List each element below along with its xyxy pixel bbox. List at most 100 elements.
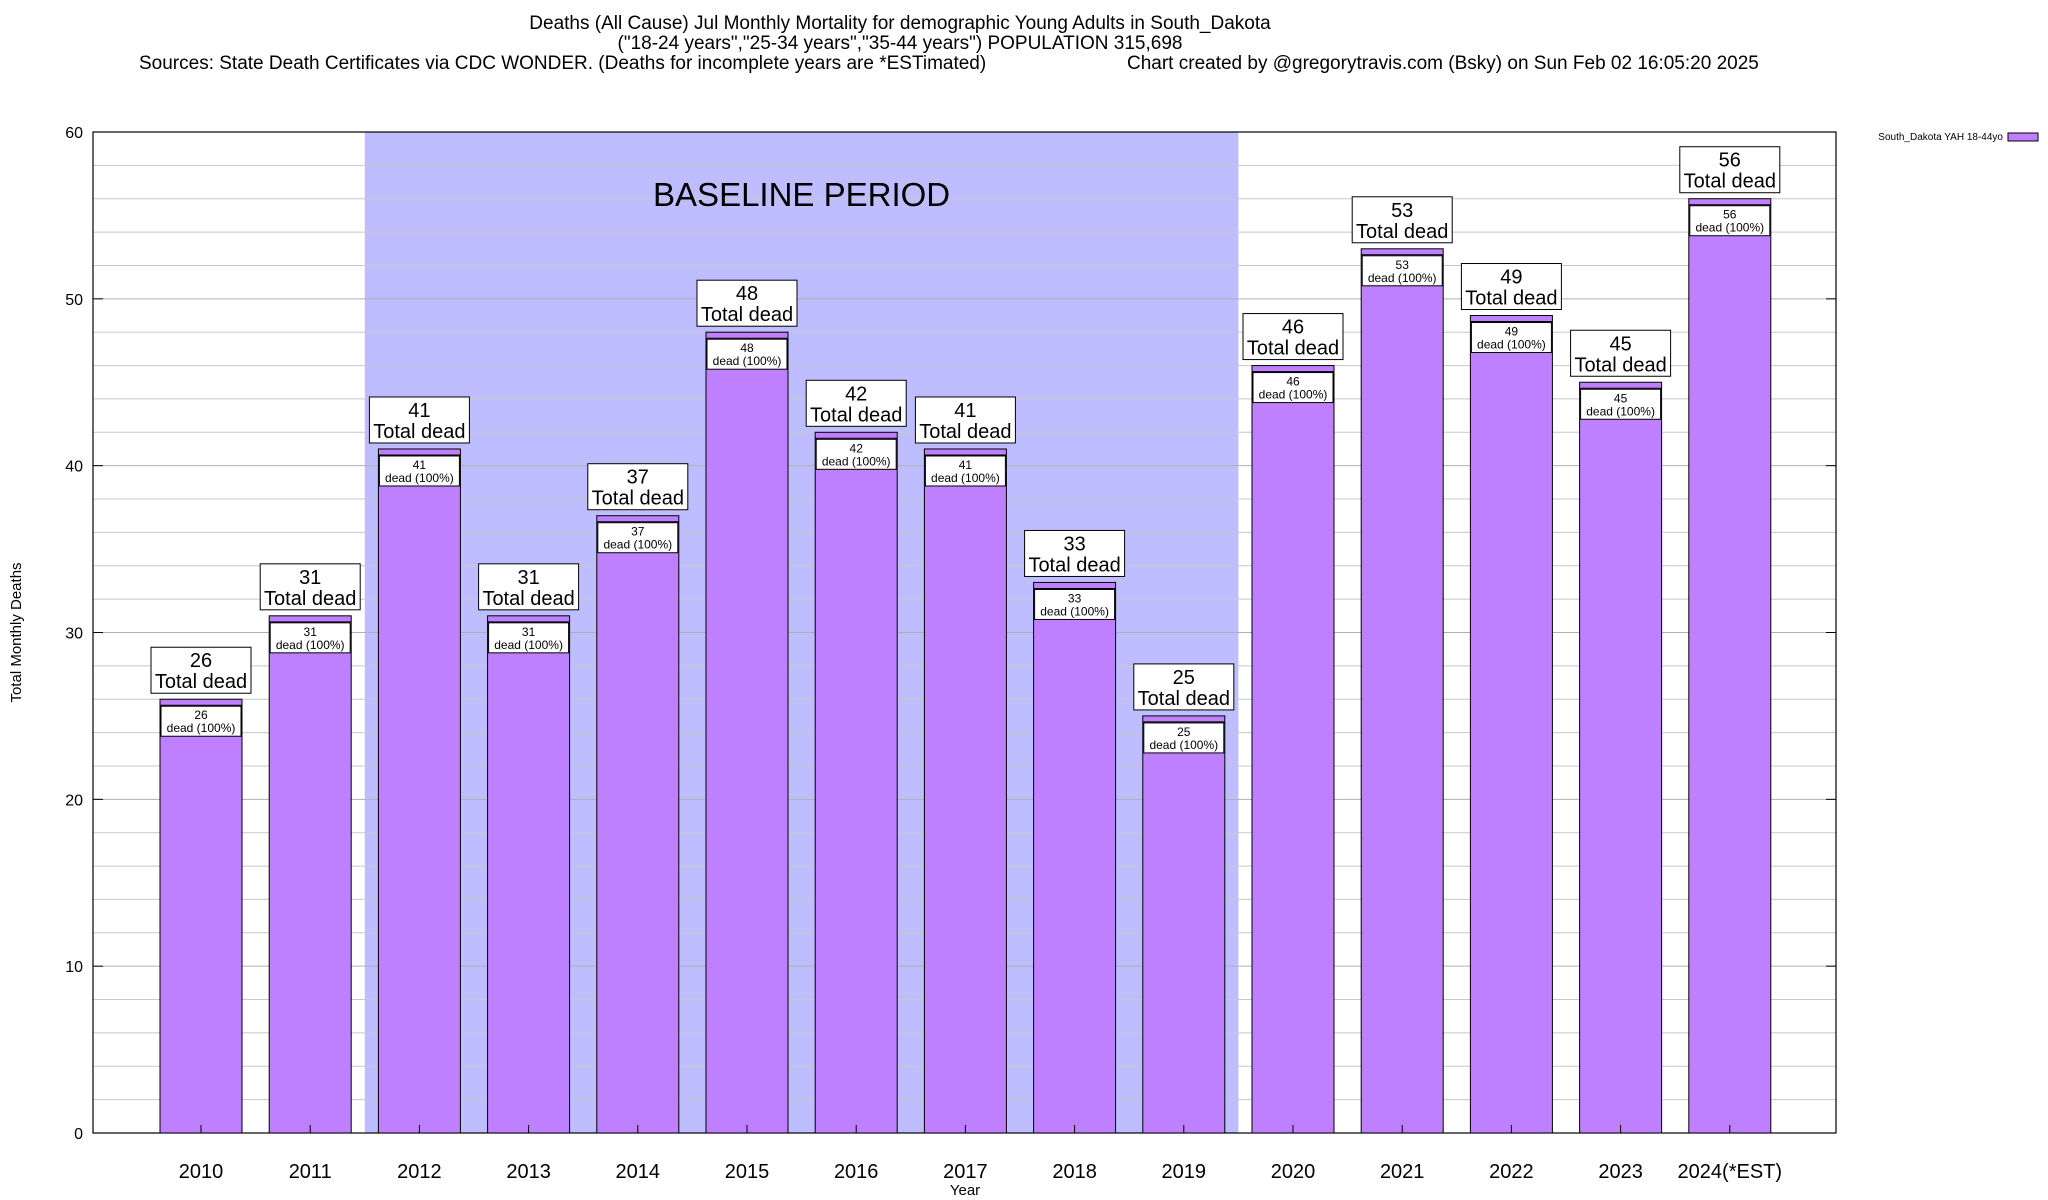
bar-2013	[487, 615, 571, 1134]
bar-2014	[596, 515, 680, 1134]
bar-2018	[1033, 581, 1117, 1134]
outer-label-box	[1460, 263, 1562, 311]
outer-label-box	[914, 396, 1016, 444]
inner-label-text: dead (100%)	[1149, 738, 1218, 752]
inner-label-box	[378, 455, 460, 487]
bar-2011	[268, 615, 352, 1134]
outer-label-box	[696, 279, 798, 327]
y-tick-label: 60	[65, 125, 83, 142]
data-label-value: 25	[1173, 667, 1195, 689]
inner-label-value: 25	[1177, 725, 1191, 739]
data-label-text: Total dead	[1684, 171, 1776, 193]
inner-label-box	[706, 338, 788, 370]
bar-2019	[1142, 715, 1226, 1134]
inner-label-box	[924, 455, 1006, 487]
bar-2020	[1251, 365, 1335, 1134]
bar-2023	[1579, 381, 1663, 1134]
inner-label-box	[1470, 322, 1552, 354]
x-axis-label: Year	[950, 1182, 980, 1199]
data-label-value: 53	[1391, 200, 1413, 222]
chart-title-line-2: ("18-24 years","25-34 years","35-44 year…	[617, 33, 1183, 54]
outer-label-box	[1351, 196, 1453, 244]
bar-2021	[1360, 248, 1444, 1134]
y-tick-label: 50	[65, 292, 83, 309]
y-tick-label: 30	[65, 626, 83, 643]
x-tick-label: 2015	[725, 1161, 770, 1183]
data-label-value: 45	[1609, 333, 1631, 355]
data-label-value: 56	[1719, 150, 1741, 172]
inner-label-box	[1143, 722, 1225, 754]
x-tick-label: 2013	[506, 1161, 551, 1183]
data-label-text: Total dead	[155, 671, 247, 693]
x-tick-label: 2021	[1380, 1161, 1425, 1183]
inner-label-value: 37	[631, 525, 645, 539]
inner-label-text: dead (100%)	[1368, 271, 1437, 285]
data-label-text: Total dead	[1356, 221, 1448, 243]
outer-label-box	[368, 396, 470, 444]
data-label-text: Total dead	[482, 588, 574, 610]
inner-label-box	[1361, 255, 1443, 287]
baseline-period-label: BASELINE PERIOD	[653, 176, 950, 213]
x-tick-label: 2010	[179, 1161, 224, 1183]
inner-label-text: dead (100%)	[1586, 404, 1655, 418]
inner-label-value: 41	[413, 458, 427, 472]
inner-label-box	[488, 622, 570, 654]
x-tick-label: 2011	[289, 1161, 332, 1183]
inner-label-text: dead (100%)	[1695, 221, 1764, 235]
data-label-value: 33	[1063, 533, 1085, 555]
outer-label-box	[1679, 146, 1781, 194]
inner-label-text: dead (100%)	[1259, 388, 1328, 402]
data-label-text: Total dead	[1138, 688, 1230, 710]
data-label-value: 46	[1282, 317, 1304, 339]
data-label-value: 49	[1500, 267, 1522, 289]
inner-label-text: dead (100%)	[167, 721, 236, 735]
chart-source-note: Sources: State Death Certificates via CD…	[139, 53, 987, 74]
y-tick-label: 20	[65, 792, 83, 809]
data-label-text: Total dead	[373, 421, 465, 443]
inner-label-value: 45	[1614, 391, 1628, 405]
outer-label-box	[1242, 313, 1344, 361]
bar-2016	[814, 431, 898, 1134]
x-tick-label: 2023	[1598, 1161, 1643, 1183]
inner-label-text: dead (100%)	[713, 354, 782, 368]
inner-label-value: 53	[1396, 258, 1410, 272]
data-label-text: Total dead	[701, 304, 793, 326]
data-label-value: 31	[517, 567, 539, 589]
data-label-value: 41	[408, 400, 430, 422]
inner-label-box	[1252, 372, 1334, 404]
inner-label-text: dead (100%)	[822, 454, 891, 468]
inner-label-value: 41	[959, 458, 973, 472]
outer-label-box	[478, 563, 580, 611]
outer-label-box	[587, 463, 689, 511]
inner-label-value: 31	[522, 625, 536, 639]
bar-2010	[159, 698, 243, 1134]
data-label-text: Total dead	[1574, 354, 1666, 376]
data-label-text: Total dead	[592, 488, 684, 510]
outer-label-box	[1570, 329, 1672, 377]
outer-label-box	[259, 563, 361, 611]
chart-title-line-1: Deaths (All Cause) Jul Monthly Mortality…	[529, 13, 1271, 34]
inner-label-box	[1689, 205, 1771, 237]
data-label-value: 41	[954, 400, 976, 422]
inner-label-box	[160, 705, 242, 737]
inner-label-text: dead (100%)	[931, 471, 1000, 485]
inner-label-text: dead (100%)	[276, 638, 345, 652]
bar-2022	[1469, 315, 1553, 1134]
x-tick-label: 2022	[1489, 1161, 1534, 1183]
inner-label-text: dead (100%)	[603, 538, 672, 552]
legend-swatch	[2007, 132, 2039, 142]
x-tick-label: 2014	[616, 1161, 661, 1183]
data-label-value: 37	[627, 467, 649, 489]
data-label-value: 48	[736, 283, 758, 305]
bar-2012	[377, 448, 461, 1134]
bar-2024(*EST)	[1688, 198, 1772, 1134]
data-label-text: Total dead	[810, 404, 902, 426]
outer-label-box	[805, 379, 907, 427]
inner-label-value: 46	[1286, 375, 1300, 389]
bar-2015	[705, 331, 789, 1134]
x-tick-label: 2018	[1052, 1161, 1097, 1183]
x-tick-label: 2024(*EST)	[1678, 1161, 1783, 1183]
legend-label: South_Dakota YAH 18-44yo	[1878, 132, 2003, 143]
inner-label-value: 31	[304, 625, 318, 639]
x-tick-label: 2012	[397, 1161, 442, 1183]
